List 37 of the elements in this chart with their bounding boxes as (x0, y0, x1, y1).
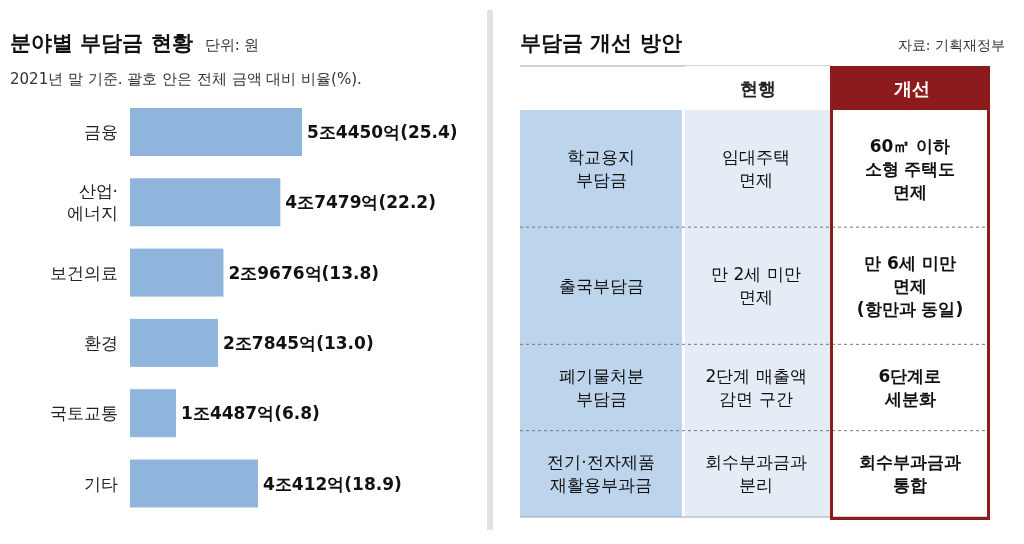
text: 부담금 개선 방안 (520, 31, 682, 55)
data-label: 4조7479억(22.2) (285, 192, 436, 213)
bar (130, 318, 219, 367)
y-tick-label: 산업· 에너지 (67, 181, 118, 224)
data-label: 5조4450억(25.4) (307, 122, 458, 142)
y-tick-label: 금융 (84, 122, 118, 142)
bar (130, 389, 177, 438)
text: 회수부과금과 분리 (705, 452, 807, 496)
chart-title: 분야별 부담금 현황 (10, 31, 193, 55)
category-label: 학교용지 부담금 (567, 147, 635, 191)
text: 2단계 매출액 감면 구간 (705, 366, 807, 409)
data-label: 4조412억(18.9) (262, 473, 402, 494)
data-label: 2조7845억(13.0) (223, 332, 374, 353)
text: 자료: 기획재정부 (897, 37, 1005, 53)
text: 회수부과금과 통합 (859, 452, 961, 496)
bar (130, 178, 281, 227)
y-tick-label: 국토교통 (50, 403, 118, 424)
text: 만 2세 미만 면제 (711, 264, 801, 308)
text: 6단계로 세분화 (878, 366, 942, 409)
category-label: 현행 (739, 77, 776, 99)
text: 임대주택 면제 (722, 147, 790, 191)
bar (130, 108, 302, 156)
category-label: 개선 (893, 77, 930, 99)
text: 60㎡ 이하 소형 주택도 면제 (864, 135, 956, 202)
chart-subtitle: 2021년 말 기준. 괄호 안은 전체 금액 대비 비율(%). (10, 70, 362, 88)
category-label: 전기·전자제품 재활용부과금 (547, 452, 655, 496)
category-label: 폐기물처분 부담금 (558, 366, 644, 409)
y-tick-label: 기타 (84, 473, 118, 494)
data-label: 1조4487억(6.8) (181, 403, 320, 424)
text: 단위: 원 (204, 36, 260, 54)
text: 만 6세 미만 면제 (항만과 동일) (856, 252, 964, 319)
bar (130, 248, 224, 297)
category-label: 출국부담금 (558, 275, 644, 296)
bar (130, 459, 258, 508)
y-tick-label: 환경 (84, 332, 118, 353)
data-label: 2조9676억(13.8) (228, 262, 380, 283)
y-tick-label: 보건의료 (50, 262, 118, 283)
